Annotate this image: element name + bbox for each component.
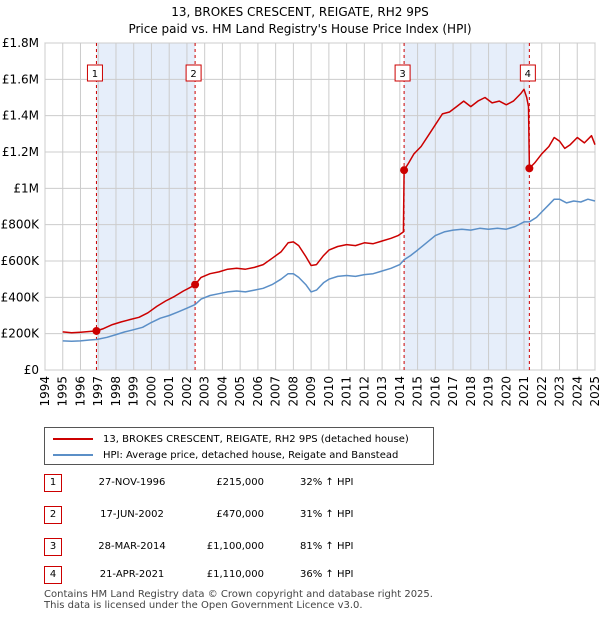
- chart-title-line-2: Price paid vs. HM Land Registry's House …: [128, 22, 472, 36]
- chart-legend: 13, BROKES CRESCENT, REIGATE, RH2 9PS (d…: [44, 427, 434, 465]
- x-tick-label: 1994: [38, 376, 52, 407]
- y-tick-label: £1M: [13, 181, 39, 195]
- x-tick-label: 2007: [269, 376, 283, 407]
- sale-date: 17-JUN-2002: [100, 509, 164, 520]
- legend-swatch-property: [53, 438, 93, 440]
- chart-title: 13, BROKES CRESCENT, REIGATE, RH2 9PS Pr…: [0, 4, 600, 38]
- y-tick-label: £1.4M: [2, 109, 39, 123]
- y-tick-label: £200K: [1, 327, 41, 341]
- x-tick-label: 2006: [251, 376, 265, 407]
- x-tick-label: 1996: [73, 376, 87, 407]
- property-price-line: [62, 88, 596, 334]
- sale-point: [525, 164, 534, 173]
- sale-row: 3 28-MAR-2014 £1,100,000 81% ↑ HPI: [44, 538, 464, 556]
- sale-number-badge: 3: [44, 538, 62, 556]
- sale-date: 21-APR-2021: [99, 569, 165, 580]
- x-tick-label: 1995: [56, 376, 70, 407]
- x-tick-label: 2014: [393, 376, 407, 407]
- x-tick-label: 2005: [233, 376, 247, 407]
- x-tick-label: 2021: [517, 376, 531, 407]
- sale-marker-label: 1: [92, 69, 98, 80]
- x-tick-label: 2004: [215, 376, 229, 407]
- x-tick-label: 1997: [91, 376, 105, 407]
- x-tick-label: 2020: [499, 376, 513, 407]
- y-tick-label: £600K: [1, 254, 41, 268]
- sale-marker-box: [394, 64, 411, 82]
- x-tick-label: 2022: [535, 376, 549, 407]
- legend-item-hpi: HPI: Average price, detached house, Reig…: [53, 448, 398, 462]
- ownership-period-shading: [96, 43, 196, 370]
- x-tick-label: 2025: [588, 376, 600, 407]
- y-tick-label: £800K: [1, 218, 41, 232]
- x-tick-label: 2008: [286, 376, 300, 407]
- x-tick-label: 2003: [198, 376, 212, 407]
- sale-price: £1,110,000: [206, 569, 264, 580]
- x-tick-label: 1999: [127, 376, 141, 407]
- sale-hpi-change: 81% ↑ HPI: [300, 541, 354, 552]
- x-tick-label: 2012: [357, 376, 371, 407]
- sale-number-badge: 4: [44, 566, 62, 584]
- ownership-period-shading: [404, 43, 530, 370]
- chart-title-line-1: 13, BROKES CRESCENT, REIGATE, RH2 9PS: [171, 5, 429, 19]
- legend-label-property: 13, BROKES CRESCENT, REIGATE, RH2 9PS (d…: [103, 433, 409, 445]
- y-tick-label: £1.8M: [2, 36, 39, 50]
- footer-line-1: Contains HM Land Registry data © Crown c…: [44, 589, 433, 600]
- x-tick-label: 2010: [322, 376, 336, 407]
- y-tick-label: £0: [24, 363, 39, 377]
- x-tick-label: 2015: [411, 376, 425, 407]
- footer-line-2: This data is licensed under the Open Gov…: [44, 600, 363, 611]
- legend-label-hpi: HPI: Average price, detached house, Reig…: [103, 449, 399, 461]
- sale-hpi-change: 32% ↑ HPI: [300, 477, 354, 488]
- x-tick-label: 2013: [375, 376, 389, 407]
- footer-attribution: Contains HM Land Registry data © Crown c…: [44, 589, 433, 611]
- sale-date: 27-NOV-1996: [98, 477, 166, 488]
- sale-hpi-change: 31% ↑ HPI: [300, 509, 354, 520]
- x-tick-label: 2019: [482, 376, 496, 407]
- x-tick-label: 2009: [304, 376, 318, 407]
- sale-number-badge: 1: [44, 474, 62, 492]
- sale-number-badge: 2: [44, 506, 62, 524]
- legend-swatch-hpi: [53, 454, 93, 456]
- x-tick-label: 2011: [340, 376, 354, 407]
- sale-point: [191, 280, 200, 289]
- price-chart: £0 £200K £400K £600K £800K £1M £1.2M £1.4M £1.6M…: [1, 36, 600, 407]
- sale-marker-box: [519, 64, 536, 82]
- x-tick-label: 1998: [109, 376, 123, 407]
- sale-marker-box: [86, 64, 103, 82]
- sale-date: 28-MAR-2014: [98, 541, 166, 552]
- sale-price: £215,000: [216, 477, 264, 488]
- sale-marker-label: 3: [399, 69, 405, 80]
- sale-marker-label: 2: [190, 69, 196, 80]
- legend-item-property: 13, BROKES CRESCENT, REIGATE, RH2 9PS (d…: [53, 432, 409, 446]
- y-tick-label: £400K: [1, 290, 41, 304]
- sale-marker-box: [185, 64, 202, 82]
- sale-price: £1,100,000: [206, 541, 264, 552]
- sale-marker-label: 4: [525, 69, 531, 80]
- x-tick-label: 2000: [144, 376, 158, 407]
- sale-row: 1 27-NOV-1996 £215,000 32% ↑ HPI: [44, 474, 464, 492]
- sale-row: 2 17-JUN-2002 £470,000 31% ↑ HPI: [44, 506, 464, 524]
- x-tick-label: 2016: [428, 376, 442, 407]
- sale-hpi-change: 36% ↑ HPI: [300, 569, 354, 580]
- sale-point: [92, 326, 101, 335]
- sale-price: £470,000: [216, 509, 264, 520]
- y-tick-label: £1.2M: [2, 145, 39, 159]
- hpi-line: [62, 198, 596, 343]
- sale-point: [400, 166, 409, 175]
- x-tick-label: 2017: [446, 376, 460, 407]
- x-tick-label: 2023: [553, 376, 567, 407]
- y-tick-label: £1.6M: [2, 72, 39, 86]
- x-tick-label: 2018: [464, 376, 478, 407]
- sale-row: 4 21-APR-2021 £1,110,000 36% ↑ HPI: [44, 566, 464, 584]
- x-tick-label: 2002: [180, 376, 194, 407]
- x-tick-label: 2024: [570, 376, 584, 407]
- x-tick-label: 2001: [162, 376, 176, 407]
